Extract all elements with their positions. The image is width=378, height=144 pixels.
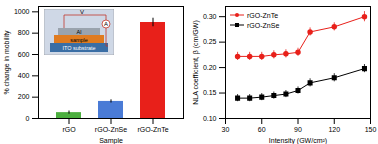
svg-text:0.30: 0.30 [203, 13, 217, 20]
svg-text:0.20: 0.20 [203, 64, 217, 71]
svg-text:rGO-ZnSe: rGO-ZnSe [95, 126, 127, 133]
svg-text:rGO-ZnSe: rGO-ZnSe [247, 22, 279, 29]
svg-text:NLA coefficient, β (cm/GW): NLA coefficient, β (cm/GW) [192, 20, 200, 104]
svg-text:sample: sample [70, 37, 88, 43]
svg-text:800: 800 [18, 29, 30, 36]
svg-text:0.25: 0.25 [203, 38, 217, 45]
svg-text:% change in mobility: % change in mobility [3, 30, 11, 95]
svg-text:0.10: 0.10 [203, 115, 217, 122]
svg-text:600: 600 [18, 51, 30, 58]
svg-text:200: 200 [18, 93, 30, 100]
svg-text:90: 90 [294, 126, 302, 133]
svg-text:Al: Al [77, 29, 82, 35]
svg-text:rGO-ZnTe: rGO-ZnTe [247, 12, 278, 19]
svg-text:V: V [80, 9, 84, 15]
svg-text:A: A [104, 21, 108, 27]
svg-text:0.15: 0.15 [203, 89, 217, 96]
svg-text:30: 30 [222, 126, 230, 133]
svg-text:150: 150 [365, 126, 377, 133]
svg-text:1000: 1000 [14, 8, 30, 15]
svg-text:60: 60 [258, 126, 266, 133]
svg-text:Intensity (GW/cm²): Intensity (GW/cm²) [269, 137, 327, 144]
svg-text:0: 0 [26, 115, 30, 122]
svg-text:400: 400 [18, 72, 30, 79]
svg-text:Sample: Sample [99, 137, 123, 144]
svg-text:ITO substrate: ITO substrate [62, 45, 95, 51]
svg-text:rGO: rGO [62, 126, 76, 133]
svg-text:rGO-ZnTe: rGO-ZnTe [137, 126, 168, 133]
svg-text:120: 120 [328, 126, 340, 133]
